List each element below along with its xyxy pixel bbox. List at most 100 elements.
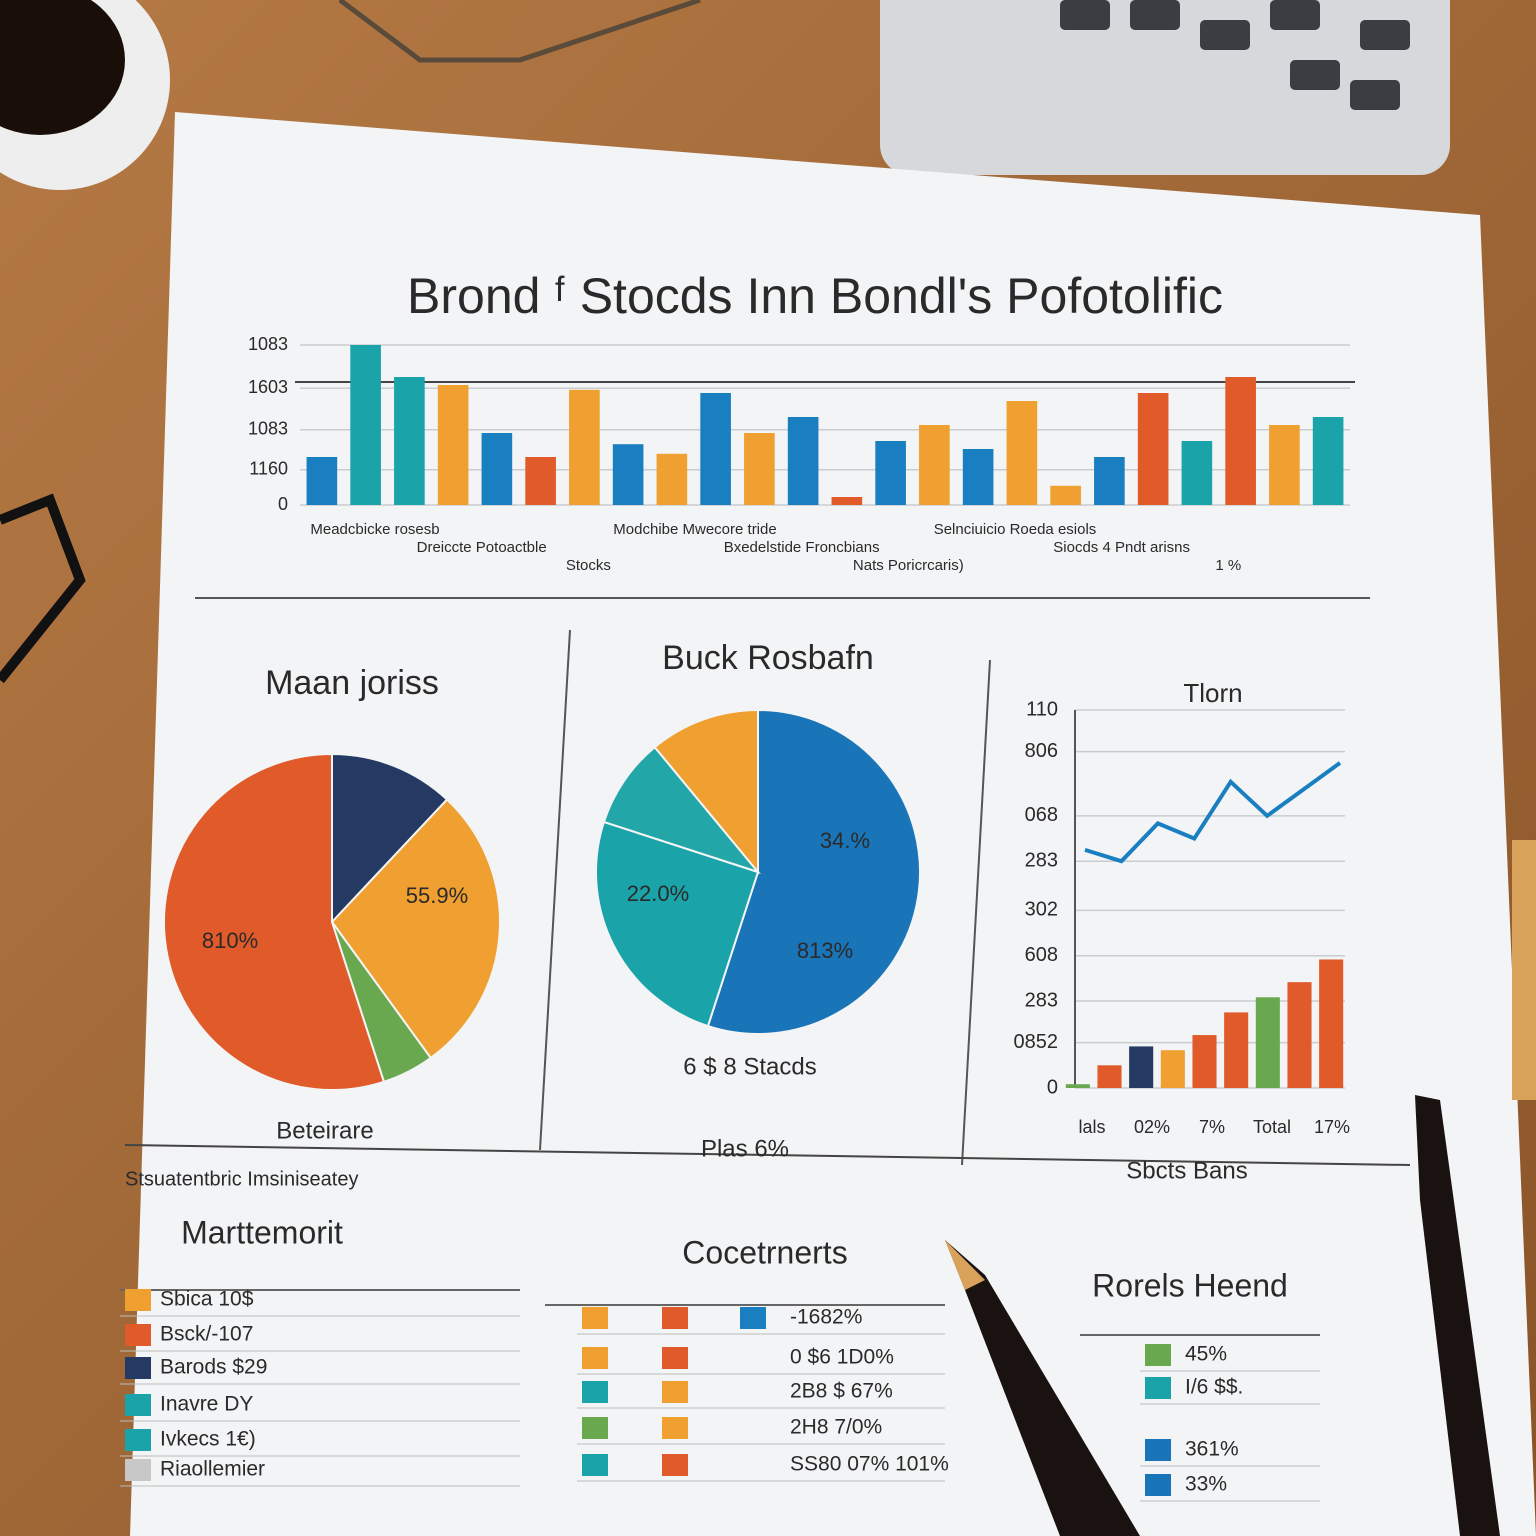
bar <box>1225 377 1256 505</box>
legend-swatch <box>662 1347 688 1369</box>
bar <box>394 377 425 505</box>
divider <box>961 659 991 1166</box>
legend-label: 0 $6 1D0% <box>790 1346 894 1369</box>
bar <box>1224 1012 1249 1088</box>
legend-label: 45% <box>1185 1343 1227 1366</box>
y-tick-label: 283 <box>1025 989 1058 1011</box>
bar <box>1129 1046 1154 1088</box>
y-tick-label: 068 <box>1025 804 1058 826</box>
y-tick-label: 0 <box>1047 1076 1058 1098</box>
legend-label: Barods $29 <box>160 1356 267 1379</box>
chart-title: Tlorn <box>1183 678 1242 708</box>
section-rule <box>124 1144 1411 1166</box>
charts: 0 1160 1083 1603 1083 Meadcbicke rosesbDreicc… <box>163 334 1350 1184</box>
bar <box>875 441 906 505</box>
bar <box>1269 425 1300 505</box>
group-label: 1 % <box>1215 557 1241 574</box>
trend-line <box>1084 761 1342 864</box>
pie-slice <box>602 745 761 875</box>
bar <box>1094 457 1125 505</box>
y-tick-label: 1160 <box>249 459 288 479</box>
bar <box>1065 1084 1090 1088</box>
pen-tip <box>945 1240 985 1290</box>
bar <box>1312 417 1344 505</box>
table-title: Cocetrnerts <box>682 1234 847 1270</box>
y-tick-label: 806 <box>1025 740 1058 762</box>
bar <box>612 444 644 505</box>
legend-label: 2B8 $ 67% <box>790 1380 893 1403</box>
group-label: Siocds 4 Pndt arisns <box>1053 539 1190 556</box>
legend-swatch <box>582 1417 608 1439</box>
x-tick-label: 02% <box>1134 1117 1170 1137</box>
pie-slice <box>330 798 501 1060</box>
bar <box>700 393 731 505</box>
bar <box>831 497 863 505</box>
legend-label: Inavre DY <box>160 1393 253 1416</box>
pie-annotation: 55.9% <box>406 883 468 908</box>
group-label: Meadcbicke rosesb <box>310 521 439 538</box>
bar <box>1319 959 1344 1088</box>
coffee <box>0 0 125 135</box>
bar <box>744 433 775 505</box>
x-tick-label: lals <box>1078 1117 1105 1137</box>
caption: Stsuatentbric Imsiniseatey <box>125 1168 358 1190</box>
pie-slice <box>706 708 922 1035</box>
x-tick-label: 7% <box>1199 1117 1225 1137</box>
pie-slice <box>653 708 759 875</box>
bar <box>569 389 600 505</box>
legend-swatch <box>1145 1439 1171 1461</box>
pen <box>945 1240 1140 1536</box>
bar <box>787 417 819 505</box>
bar <box>1287 982 1312 1088</box>
legend-label: 2H8 7/0% <box>790 1416 882 1439</box>
pie-annotation: 34.% <box>820 828 870 853</box>
pie-slice <box>163 752 386 1091</box>
legend-swatch <box>125 1429 151 1451</box>
tables: Marttemorit Sbica 10$ Bsck/-107 Barods $29 I… <box>120 1214 1320 1502</box>
legend-swatch <box>662 1454 688 1476</box>
bar <box>1192 1035 1217 1088</box>
group-label: Dreiccte Potoactble <box>417 539 547 556</box>
y-tick-label: 110 <box>1026 698 1058 720</box>
legend-swatch <box>582 1347 608 1369</box>
bar <box>1137 393 1169 505</box>
chart-footer: Sbcts Bans <box>1126 1157 1247 1184</box>
group-label: Bxedelstide Froncbians <box>724 539 880 556</box>
legend-swatch <box>662 1381 688 1403</box>
group-label: Selnciuicio Roeda esiols <box>934 521 1097 538</box>
page-title: Brond ᶠ Stocds Inn Bondl's Pofotolific <box>407 268 1223 324</box>
legend-swatch <box>582 1454 608 1476</box>
y-tick-label: 283 <box>1025 849 1058 871</box>
table-title: Marttemorit <box>181 1214 343 1250</box>
bar <box>962 449 994 505</box>
legend-swatch <box>740 1307 766 1329</box>
bar <box>919 425 950 505</box>
legend-swatch <box>1145 1474 1171 1496</box>
y-tick-label: 0 <box>278 494 288 514</box>
pie-slice <box>595 820 760 1028</box>
pie-subfooter: Plas 6% <box>701 1135 789 1162</box>
legend-swatch <box>582 1381 608 1403</box>
legend-label: Riaollemier <box>160 1458 265 1481</box>
legend-label: -1682% <box>790 1306 862 1329</box>
legend-swatch <box>662 1307 688 1329</box>
legend-swatch <box>582 1307 608 1329</box>
bar <box>481 433 513 505</box>
legend-label: 361% <box>1185 1438 1239 1461</box>
y-tick-label: 0852 <box>1014 1031 1059 1053</box>
legend-label: I/6 $$. <box>1185 1376 1243 1399</box>
legend-swatch <box>125 1459 151 1481</box>
legend-label: 33% <box>1185 1473 1227 1496</box>
divider <box>539 629 571 1151</box>
legend-swatch <box>125 1324 151 1346</box>
y-tick-label: 1603 <box>248 377 288 397</box>
legend-label: Bsck/-107 <box>160 1323 253 1346</box>
pie-annotation: 813% <box>797 938 853 963</box>
legend-label: Ivkecs 1€) <box>160 1428 256 1451</box>
legend-swatch <box>125 1357 151 1379</box>
bar <box>1050 485 1081 505</box>
bar <box>1181 441 1213 505</box>
table-title: Rorels Heend <box>1092 1267 1288 1303</box>
